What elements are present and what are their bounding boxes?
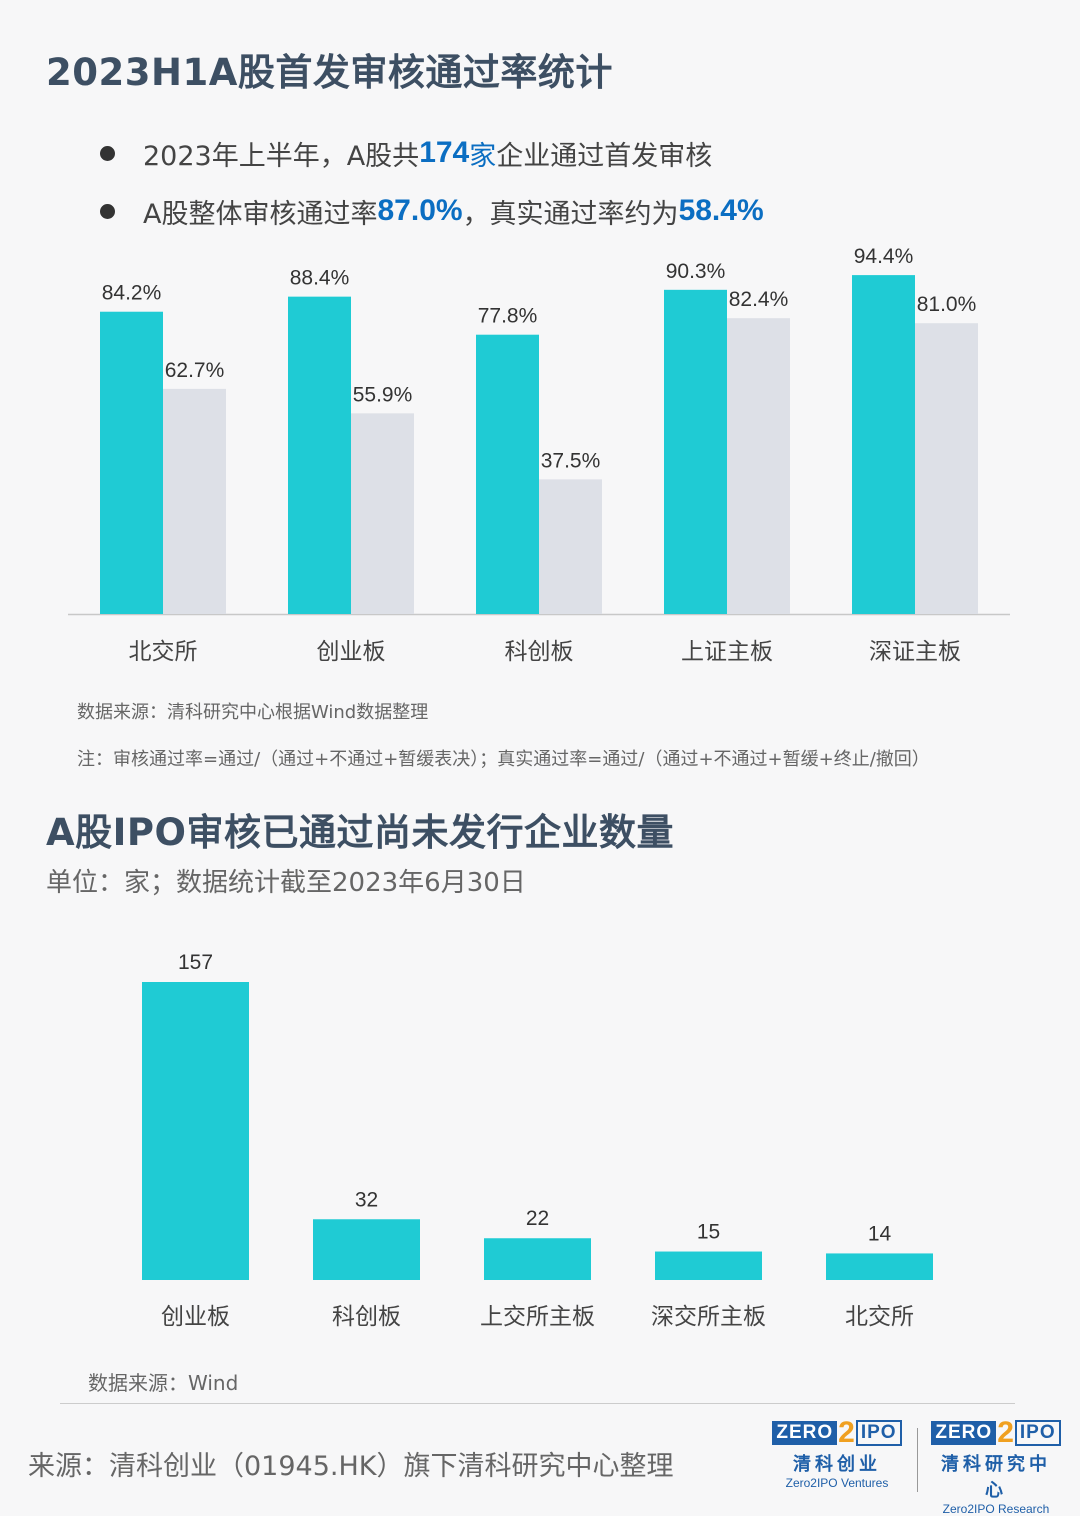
x-tick-label: 深交所主板 (651, 1304, 766, 1330)
bar-series2-5 (915, 323, 978, 614)
logo-zero-text: ZERO (772, 1421, 838, 1445)
data-label: 94.4% (854, 245, 914, 268)
bullet2-pre: A股整体审核通过率 (143, 198, 378, 230)
bar-series1-1 (100, 311, 163, 614)
x-tick-label: 北交所 (129, 639, 198, 665)
bar-1 (142, 982, 249, 1280)
bullet1-pre: 2023年上半年，A股共 (143, 140, 420, 172)
chart2-title: A股IPO审核已通过尚未发行企业数量 (46, 811, 674, 854)
data-label: 22 (526, 1207, 549, 1230)
logo-zero-text: ZERO (931, 1421, 997, 1445)
data-label: 62.7% (165, 359, 225, 382)
footer-divider (60, 1403, 1015, 1404)
chart1-source: 数据来源：清科研究中心根据Wind数据整理 (77, 702, 429, 723)
bar-series1-2 (288, 296, 351, 614)
chart2-source: 数据来源：Wind (88, 1371, 239, 1395)
zero2ipo-ventures-logo: ZERO 2 IPO 清科创业 Zero2IPO Ventures (772, 1416, 902, 1490)
data-label: 15 (697, 1221, 720, 1244)
data-label: 157 (178, 951, 213, 974)
bar-series1-3 (476, 334, 539, 614)
data-label: 14 (868, 1222, 892, 1245)
pending-ipo-chart: 157 创业板 32 科创板 22 上交所主板 15 深交所主板 14 北交所 (142, 951, 933, 1330)
bar-series2-4 (727, 318, 790, 614)
x-tick-label: 创业板 (161, 1304, 230, 1330)
bullet1-post: 企业通过首发审核 (496, 140, 713, 172)
logo-ipo-text: IPO (1014, 1420, 1061, 1446)
bullet-pass-rate: A股整体审核通过率 87.0% ，真实通过率约为 58.4% (100, 182, 764, 240)
bullet2-rate: 87.0% (377, 194, 463, 227)
pass-rate-chart: 84.2% 62.7% 北交所 88.4% 55.9% 创业板 77.8% 37.5% 科创板 9… (68, 245, 1010, 665)
bar-4 (655, 1251, 762, 1280)
bullet1-number: 174 (419, 136, 470, 169)
data-label: 84.2% (102, 282, 162, 305)
data-label: 90.3% (666, 260, 726, 283)
x-tick-label: 深证主板 (869, 639, 961, 665)
x-tick-label: 上交所主板 (480, 1304, 595, 1330)
bar-series1-4 (664, 289, 727, 614)
chart2-subtitle: 单位：家；数据统计截至2023年6月30日 (46, 868, 526, 898)
bar-series1-5 (852, 275, 915, 614)
x-tick-label: 科创板 (332, 1304, 401, 1330)
bullet1-unit: 家 (469, 140, 497, 172)
logo-en-name: Zero2IPO Research (942, 1502, 1050, 1516)
footer-source: 来源：清科创业（01945.HK）旗下清科研究中心整理 (28, 1451, 674, 1482)
bullet2-mid: ，真实通过率约为 (462, 198, 679, 230)
logo-ipo-text: IPO (855, 1420, 902, 1446)
data-label: 77.8% (478, 305, 538, 328)
bullet-ipo-count: 2023年上半年，A股共 174 家企业通过首发审核 (100, 124, 764, 182)
data-label: 82.4% (729, 288, 789, 311)
summary-bullets: 2023年上半年，A股共 174 家企业通过首发审核 A股整体审核通过率 87.0%，… (100, 124, 764, 240)
x-tick-label: 科创板 (505, 639, 574, 665)
bullet2-real-rate: 58.4% (678, 194, 764, 227)
bullet-dot-icon (100, 203, 115, 219)
bar-series2-1 (163, 388, 226, 614)
logo-two-text: 2 (997, 1416, 1014, 1449)
bar-2 (313, 1219, 420, 1280)
logo-two-text: 2 (838, 1416, 855, 1449)
bar-3 (484, 1238, 591, 1280)
bar-series2-3 (539, 479, 602, 614)
logo-separator (917, 1428, 918, 1492)
logo-en-name: Zero2IPO Ventures (785, 1476, 889, 1490)
chart1-note: 注：审核通过率=通过/（通过+不通过+暂缓表决）；真实通过率=通过/（通过+不通… (77, 749, 930, 770)
chart1-title: 2023H1A股首发审核通过率统计 (46, 51, 613, 94)
zero2ipo-research-logo: ZERO 2 IPO 清科研究中心 Zero2IPO Research (931, 1416, 1061, 1516)
logo-cn-name: 清科研究中心 (941, 1454, 1051, 1501)
data-label: 81.0% (917, 293, 977, 316)
logo-cn-name: 清科创业 (793, 1454, 881, 1475)
data-label: 32 (355, 1188, 378, 1211)
x-tick-label: 上证主板 (681, 639, 773, 665)
bullet-dot-icon (100, 145, 115, 161)
x-tick-label: 北交所 (845, 1304, 914, 1330)
x-tick-label: 创业板 (317, 639, 386, 665)
bar-5 (826, 1253, 933, 1280)
data-label: 37.5% (541, 449, 601, 472)
data-label: 55.9% (353, 383, 413, 406)
data-label: 88.4% (290, 267, 350, 290)
bar-series2-2 (351, 413, 414, 614)
